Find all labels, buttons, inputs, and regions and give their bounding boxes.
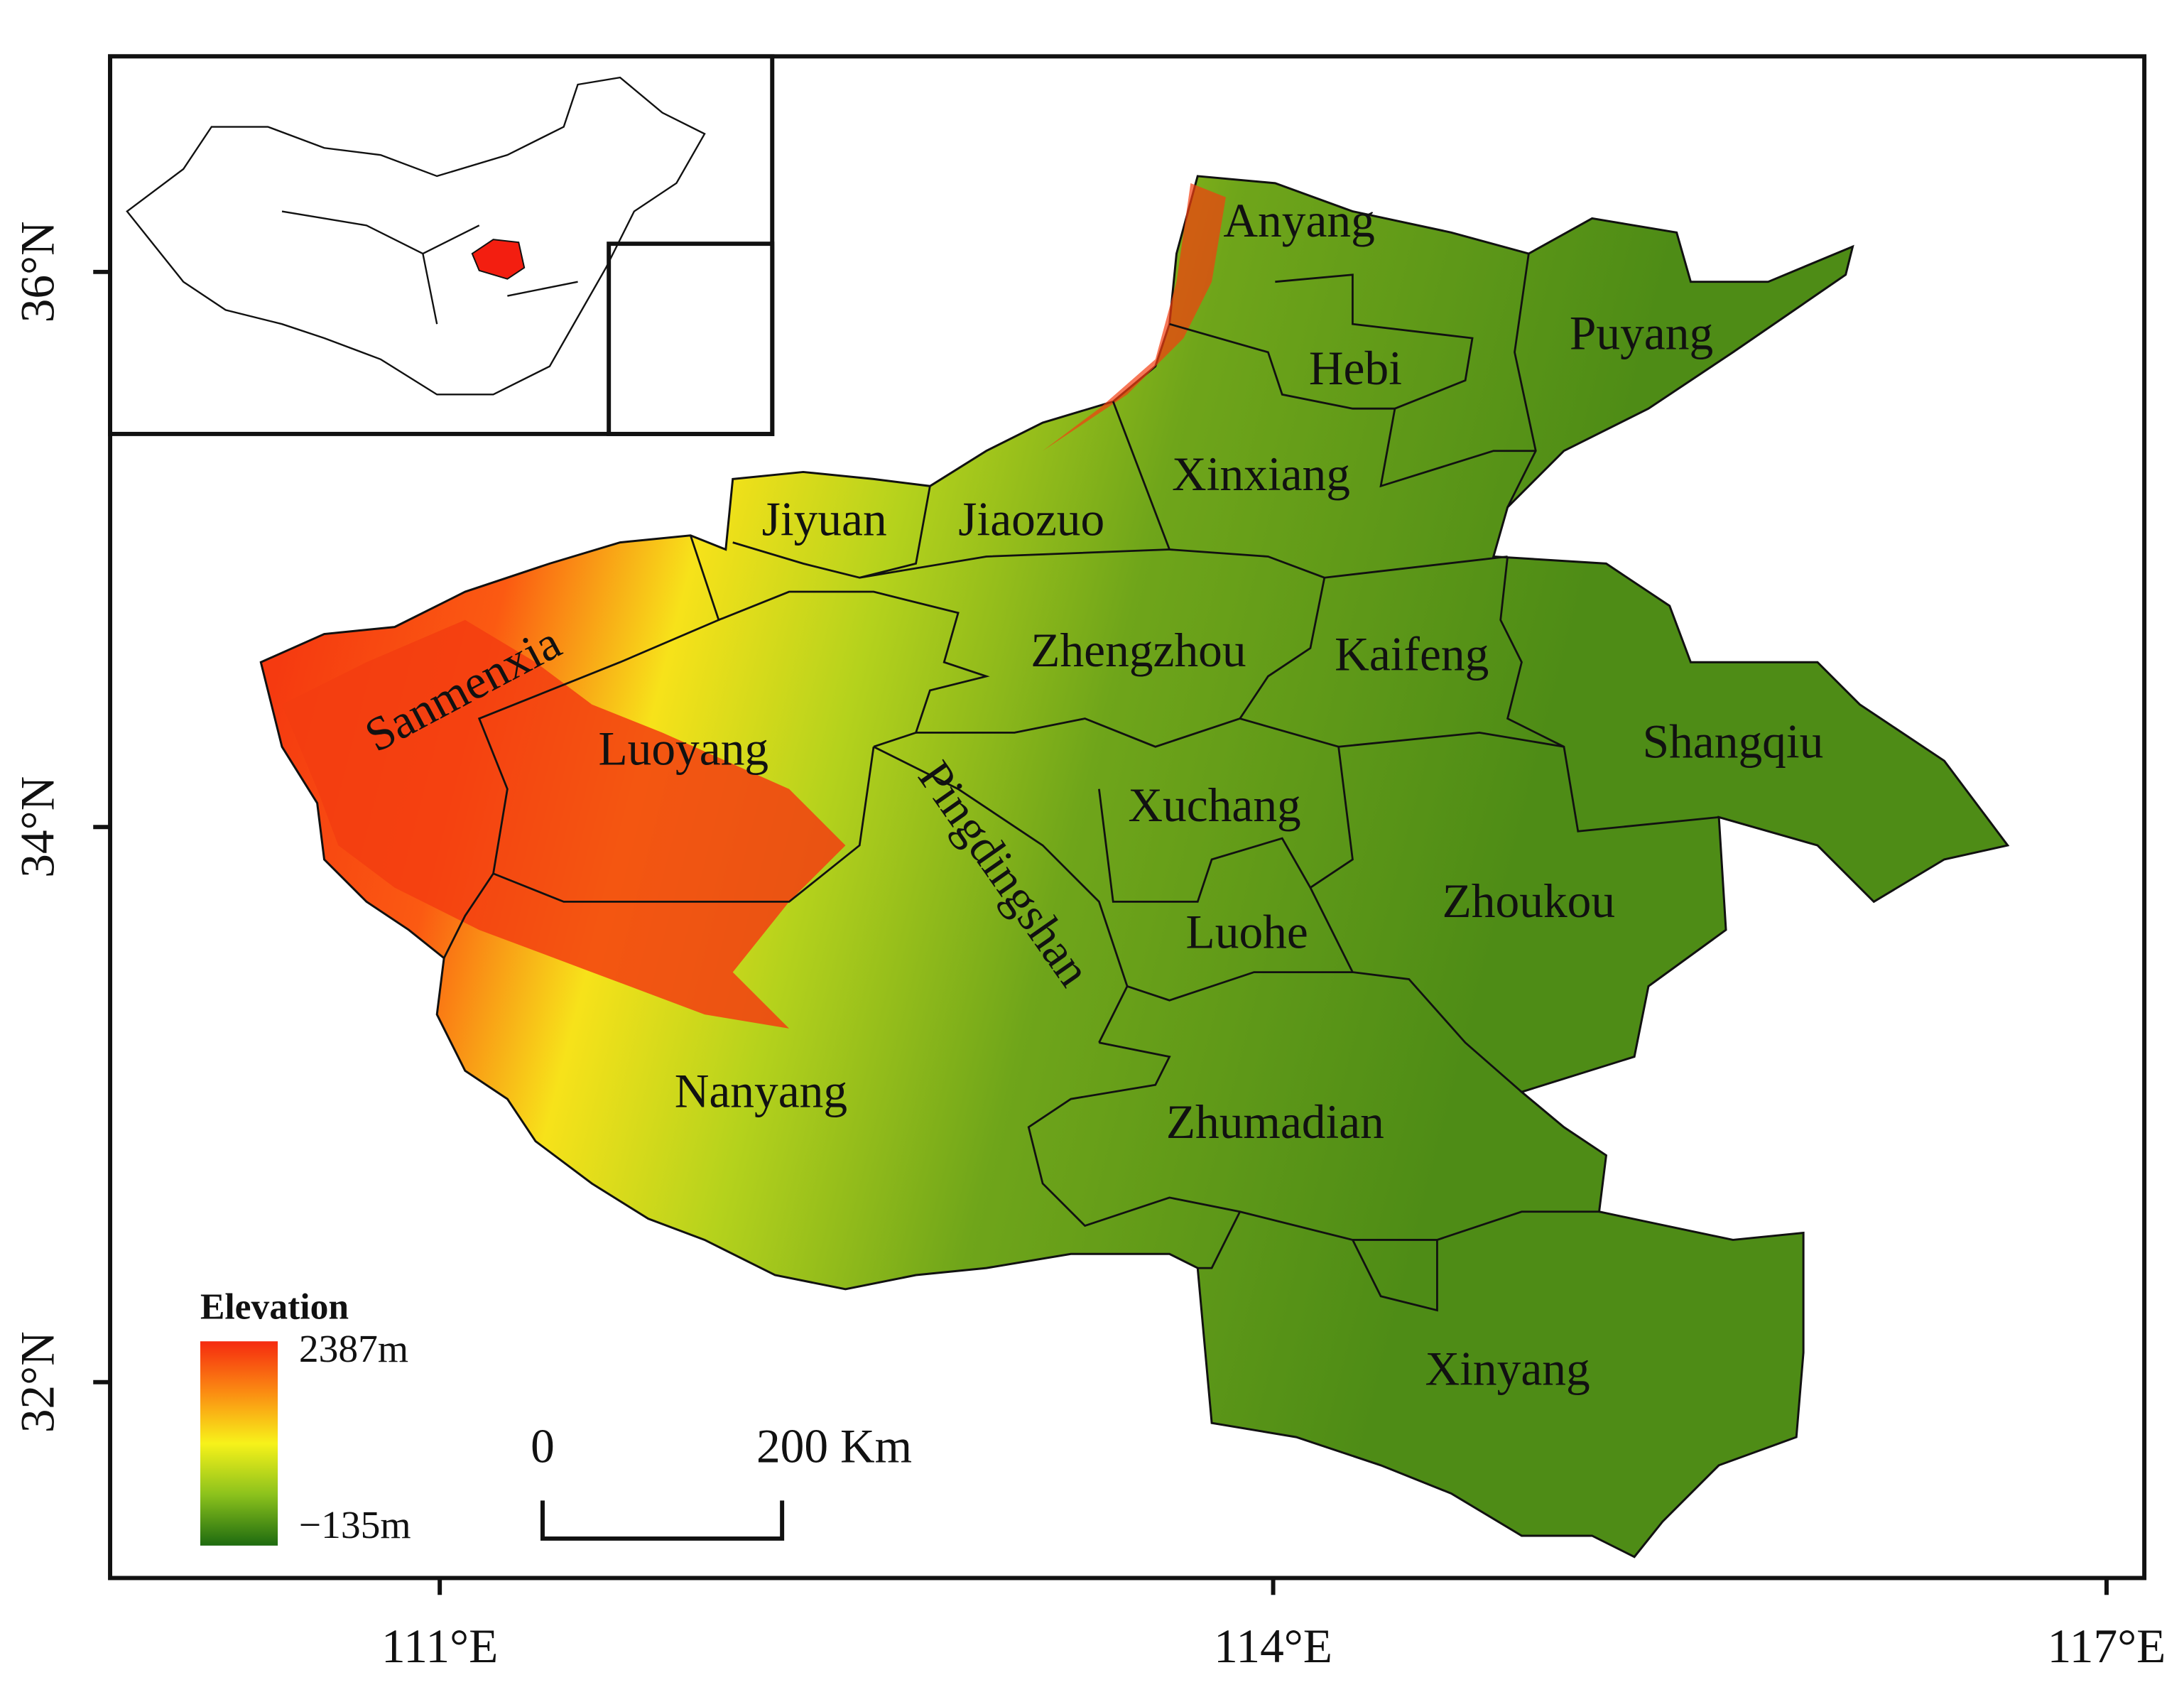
region-boundaries xyxy=(442,253,1720,1312)
lat-tick-label: 34°N xyxy=(11,776,64,878)
scale-end: 200 Km xyxy=(756,1419,912,1473)
region-label: Xinyang xyxy=(1425,1342,1590,1395)
inset-frame xyxy=(607,242,775,436)
region-label: Luohe xyxy=(1186,905,1308,958)
lat-tick-label: 36°N xyxy=(11,221,64,322)
china-outline xyxy=(126,76,706,396)
region-label: Xuchang xyxy=(1128,779,1300,832)
scale-bar: 0 200 Km xyxy=(531,1419,912,1541)
legend-max: 2387m xyxy=(299,1328,408,1371)
high-mountain xyxy=(282,619,846,1029)
region-label: Hebi xyxy=(1309,342,1402,395)
legend-min: −135m xyxy=(299,1504,411,1547)
scale-bar-line xyxy=(540,1500,785,1541)
region-label: Xinxiang xyxy=(1172,448,1350,501)
region-label: Zhoukou xyxy=(1443,874,1615,928)
region-label: Zhengzhou xyxy=(1031,624,1246,677)
region-label: Nanyang xyxy=(675,1065,847,1118)
lat-tick-label: 32°N xyxy=(11,1331,64,1433)
legend: Elevation 2387m −135m xyxy=(200,1286,411,1547)
region-label: Jiaozuo xyxy=(958,492,1104,546)
lon-tick-label: 117°E xyxy=(2048,1620,2166,1673)
region-label: Puyang xyxy=(1570,306,1713,359)
henan-location xyxy=(471,239,526,280)
lon-tick-label: 111°E xyxy=(381,1620,498,1673)
lon-tick-label: 114°E xyxy=(1214,1620,1332,1673)
legend-title: Elevation xyxy=(200,1286,349,1327)
map-frame xyxy=(108,54,2147,1581)
region-label: Zhumadian xyxy=(1166,1095,1384,1149)
high-mountain xyxy=(1043,183,1226,451)
inset xyxy=(108,54,775,436)
region-label: Jiyuan xyxy=(762,492,887,546)
region-label: Anyang xyxy=(1223,194,1374,247)
region-label: Luoyang xyxy=(598,722,768,776)
region-label: Shangqiu xyxy=(1643,715,1824,769)
legend-color-bar xyxy=(200,1341,278,1546)
region-labels: Anyang Hebi Puyang Xinxiang Jiyuan Jiaoz… xyxy=(357,194,1824,1396)
scale-start: 0 xyxy=(531,1419,555,1473)
region-label: Kaifeng xyxy=(1335,628,1489,681)
